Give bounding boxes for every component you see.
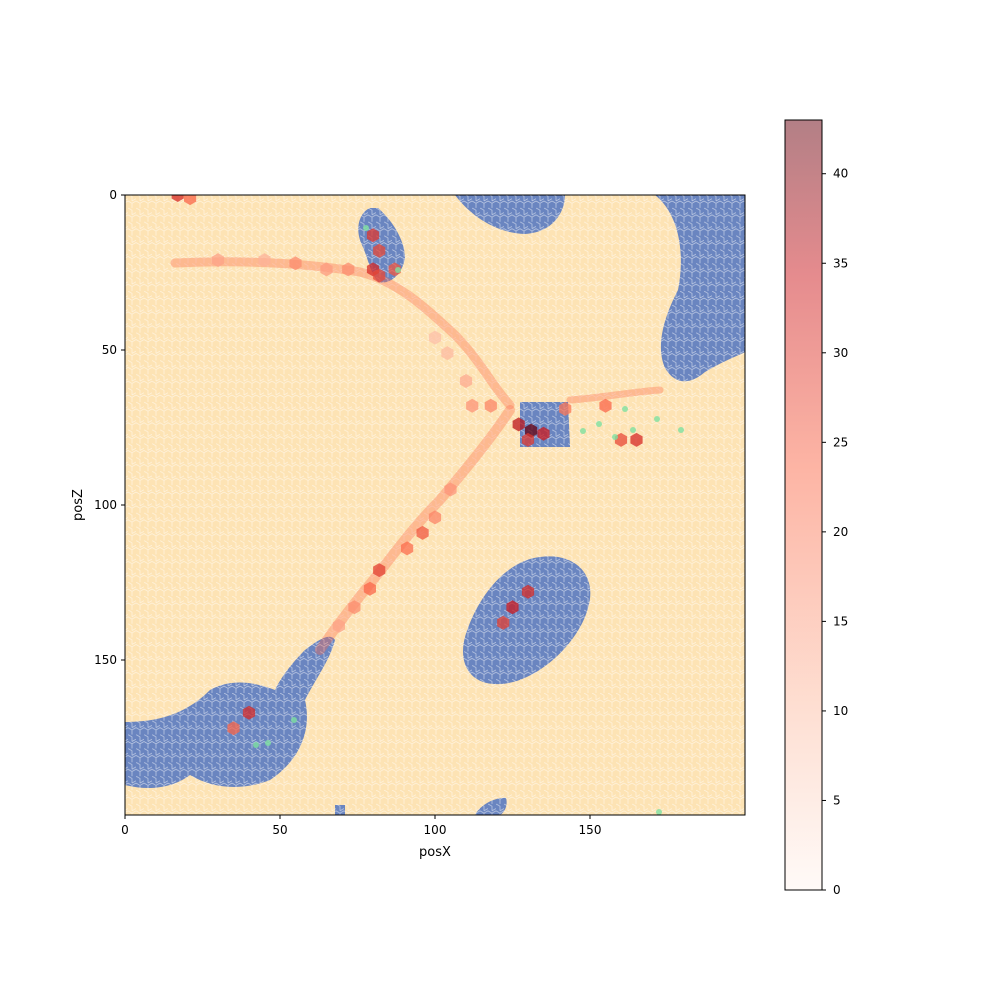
hexbin-cell	[416, 525, 429, 540]
green-marker	[622, 406, 628, 412]
colorbar-tick-label: 0	[833, 883, 841, 897]
x-axis: 0 50 100 150	[121, 815, 601, 837]
y-tick-label: 100	[94, 498, 117, 512]
plot-area	[125, 195, 745, 815]
hexbin-cell	[614, 432, 628, 447]
hexbin-cell	[497, 615, 510, 630]
colorbar-frame	[784, 119, 823, 891]
hexbin-cell	[521, 584, 535, 599]
hexbin-cell	[401, 541, 414, 556]
hexbin-cell	[366, 228, 380, 243]
colorbar-ticks: 0 5 10 15 20 25 30 35 40	[822, 167, 848, 897]
hotspot-layer	[171, 195, 643, 736]
hexbin-cell	[559, 401, 572, 416]
green-marker	[395, 267, 401, 273]
x-tick-label: 0	[121, 823, 129, 837]
hexbin-cell	[242, 705, 256, 720]
hexbin-cell	[373, 268, 386, 283]
green-marker	[363, 225, 369, 231]
green-marker	[612, 434, 618, 440]
colorbar-tick-label: 15	[833, 614, 848, 628]
hexbin-cell	[320, 262, 333, 277]
colorbar-gradient	[785, 120, 822, 890]
road-diagonal	[315, 405, 515, 655]
y-tick-label: 50	[102, 343, 117, 357]
colorbar-tick-label: 10	[833, 704, 848, 718]
hexbin-cell	[484, 398, 497, 413]
x-tick-label: 150	[579, 823, 602, 837]
green-marker	[253, 742, 259, 748]
hexbin-cell	[342, 262, 355, 277]
green-marker	[630, 427, 636, 433]
x-tick-label: 50	[272, 823, 287, 837]
green-markers	[253, 225, 684, 815]
x-tick-label: 100	[424, 823, 447, 837]
hexbin-cell	[521, 432, 535, 447]
road-right	[566, 386, 664, 404]
x-axis-label: posX	[419, 845, 451, 860]
hexbin-cell	[373, 563, 386, 578]
roads	[170, 257, 664, 655]
hexbin-cell	[444, 482, 457, 497]
y-tick-label: 0	[109, 188, 117, 202]
colorbar: 0 5 10 15 20 25 30 35 40	[784, 119, 848, 897]
colorbar-tick-label: 20	[833, 525, 848, 539]
hex-grid-overlay	[125, 195, 745, 815]
green-marker	[265, 740, 271, 746]
hexbin-cell	[599, 398, 612, 413]
hexbin-cell	[373, 243, 386, 258]
hexbin-cell	[428, 330, 442, 345]
hexbin-cell	[171, 195, 184, 202]
hexbin-cell	[537, 426, 550, 441]
hexbin-cell	[348, 600, 361, 615]
hexbin-cell	[512, 417, 525, 432]
hexbin-cell	[506, 600, 519, 615]
colorbar-tick-label: 30	[833, 346, 848, 360]
hexbin-cell	[363, 581, 376, 596]
green-marker	[580, 428, 586, 434]
hexbin-cell	[258, 253, 271, 268]
hexbin-cell	[466, 398, 479, 413]
hexbin-cell	[428, 510, 442, 525]
y-tick-label: 150	[94, 653, 117, 667]
y-axis-label: posZ	[71, 489, 86, 521]
green-marker	[596, 421, 602, 427]
road-upper	[170, 257, 515, 410]
green-marker	[654, 416, 660, 422]
green-marker	[678, 427, 684, 433]
colorbar-tick-label: 25	[833, 435, 848, 449]
hexbin-cell	[184, 195, 197, 206]
green-marker	[656, 809, 662, 815]
hexbin-cell	[459, 374, 473, 388]
colorbar-tick-label: 5	[833, 793, 841, 807]
hexbin-cell	[227, 721, 240, 736]
green-marker	[291, 717, 297, 723]
colorbar-tick-label: 40	[833, 167, 848, 181]
y-axis: 0 50 100 150	[94, 188, 125, 667]
hexbin-cell	[289, 256, 302, 271]
hexbin-cell	[332, 618, 345, 633]
colorbar-tick-label: 35	[833, 256, 848, 270]
hexbin-cell	[441, 346, 454, 361]
hexbin-cell	[630, 432, 643, 447]
hexbin-cell	[211, 253, 225, 268]
